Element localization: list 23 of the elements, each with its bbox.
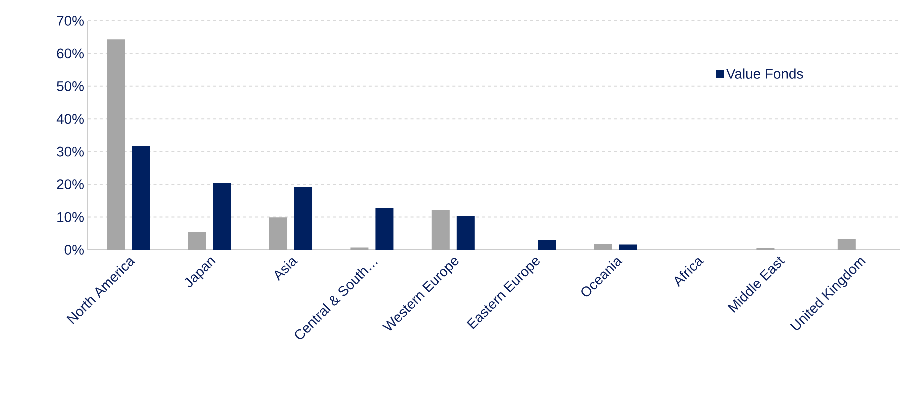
bar <box>538 240 556 250</box>
y-tick-label: 30% <box>57 146 84 157</box>
bar <box>294 187 313 250</box>
y-tick-label: 20% <box>57 180 84 190</box>
bar <box>107 40 126 250</box>
bar <box>619 244 638 250</box>
y-tick-label: 0% <box>64 245 84 255</box>
bar <box>213 183 232 250</box>
bar <box>132 146 150 250</box>
y-tick-label: 40% <box>56 114 84 124</box>
bar <box>188 232 206 250</box>
y-tick-label: 10% <box>58 212 84 222</box>
bar <box>838 240 856 250</box>
bar <box>270 218 288 250</box>
legend-label: Value Fonds <box>726 68 804 79</box>
y-tick-label: 50% <box>57 81 84 92</box>
bar <box>376 208 394 250</box>
bar <box>432 210 450 250</box>
bar <box>456 216 475 250</box>
y-tick-label: 60% <box>57 48 84 59</box>
x-tick-label: Asia <box>274 258 298 282</box>
bar <box>594 244 612 250</box>
y-tick-label: 70% <box>57 16 84 26</box>
